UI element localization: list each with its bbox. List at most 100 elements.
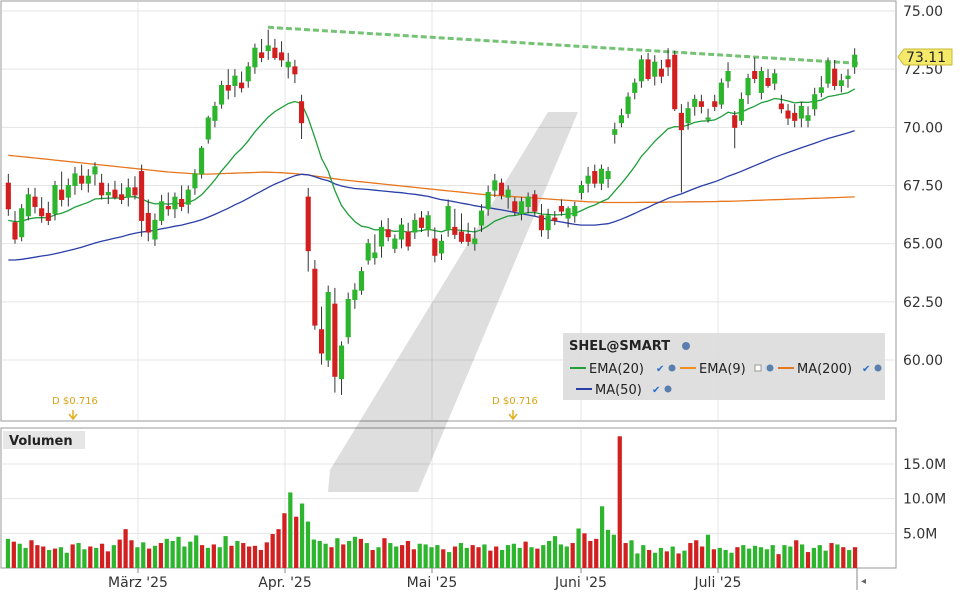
legend-settings-icon[interactable] — [668, 364, 676, 372]
volume-bar — [647, 549, 652, 568]
volume-bar — [541, 545, 546, 568]
legend-check-icon[interactable]: ✔ — [652, 385, 660, 396]
candle — [758, 66, 764, 100]
candle — [239, 71, 245, 93]
price-tick-label: 75.00 — [903, 4, 943, 20]
candle — [845, 69, 851, 88]
volume-bar — [264, 542, 269, 568]
volume-bar — [488, 550, 493, 568]
volume-bar — [776, 554, 781, 568]
volume-bar — [29, 540, 34, 568]
candle — [325, 285, 331, 367]
volume-bar — [482, 544, 487, 568]
legend-settings-icon[interactable] — [766, 364, 774, 372]
candle — [19, 204, 25, 242]
candle — [65, 178, 71, 207]
candle — [372, 234, 378, 265]
legend-settings-icon[interactable] — [664, 385, 672, 393]
volume-bar — [752, 545, 758, 568]
volume-bar — [852, 547, 858, 568]
last-price-label: 73.11 — [906, 50, 946, 66]
volume-bar — [758, 547, 764, 568]
volume-bar — [835, 544, 840, 568]
volume-bar — [188, 541, 193, 568]
candle — [219, 80, 225, 109]
candle — [638, 55, 644, 88]
volume-tick-label: 5.0M — [903, 526, 937, 542]
price-tick-label: 65.00 — [903, 237, 943, 253]
candle — [632, 78, 638, 100]
volume-bar — [847, 549, 852, 568]
volume-bar — [429, 547, 434, 568]
volume-bar — [441, 549, 446, 568]
candle — [452, 208, 458, 240]
candle — [139, 164, 145, 237]
month-label: Mai '25 — [407, 575, 458, 591]
scroll-right-icon[interactable]: ◂ — [861, 576, 866, 587]
volume-bar — [447, 552, 452, 568]
legend-title: SHEL@SMART — [569, 339, 670, 354]
volume-bar — [241, 543, 246, 568]
legend-title-icon[interactable] — [682, 342, 690, 350]
volume-bar — [352, 536, 358, 568]
candle — [545, 208, 551, 240]
volume-bar — [570, 543, 575, 568]
volume-bar — [258, 549, 264, 568]
volume-bar — [499, 549, 505, 568]
price-tick-label: 72.50 — [903, 62, 943, 78]
candle — [378, 220, 385, 258]
volume-bar — [547, 540, 552, 568]
candle — [792, 104, 798, 128]
candle — [785, 104, 791, 126]
candle — [25, 187, 31, 221]
candle — [765, 69, 771, 88]
volume-bar — [282, 513, 287, 568]
candle — [332, 287, 338, 393]
volume-bar — [52, 548, 58, 568]
volume-bar — [623, 543, 628, 568]
candle — [812, 87, 818, 116]
volume-bar — [394, 546, 399, 568]
candle — [705, 108, 711, 123]
volume-bar — [323, 543, 328, 568]
volume-bar — [199, 545, 205, 568]
volume-bar — [617, 436, 622, 568]
legend-settings-icon[interactable] — [874, 364, 882, 372]
volume-bar — [523, 541, 528, 568]
candle — [212, 101, 218, 128]
candle — [425, 211, 431, 237]
volume-bar — [464, 547, 469, 568]
legend-checkbox-icon[interactable] — [754, 364, 762, 372]
volume-title-bg — [3, 431, 85, 449]
volume-bar — [817, 545, 822, 568]
last-price-tag: 73.11 — [897, 48, 953, 66]
month-label: Juni '25 — [554, 575, 607, 591]
candle — [698, 94, 704, 114]
volume-bar — [594, 538, 599, 568]
legend-check-icon[interactable]: ✔ — [656, 364, 664, 375]
candle — [465, 222, 471, 246]
candle — [32, 187, 38, 214]
candle — [658, 59, 664, 84]
candle — [225, 69, 231, 100]
volume-bar — [58, 547, 64, 568]
volume-bar — [288, 492, 293, 568]
candle — [52, 180, 58, 221]
legend-check-icon[interactable]: ✔ — [862, 364, 870, 375]
candle — [625, 92, 631, 119]
candle — [565, 206, 571, 228]
volume-bar — [270, 534, 275, 568]
candle — [165, 192, 171, 216]
volume-bar — [564, 546, 569, 568]
candle — [825, 57, 831, 88]
candle — [132, 176, 138, 200]
candle — [778, 94, 784, 114]
candle — [145, 199, 151, 242]
dividend-label-2: D $0.716 — [492, 396, 538, 407]
month-label: Apr. '25 — [258, 575, 312, 591]
volume-bar — [17, 543, 22, 568]
volume-bar — [535, 548, 540, 568]
candle — [645, 52, 651, 81]
legend-item-ema9: EMA(9) — [699, 362, 746, 377]
